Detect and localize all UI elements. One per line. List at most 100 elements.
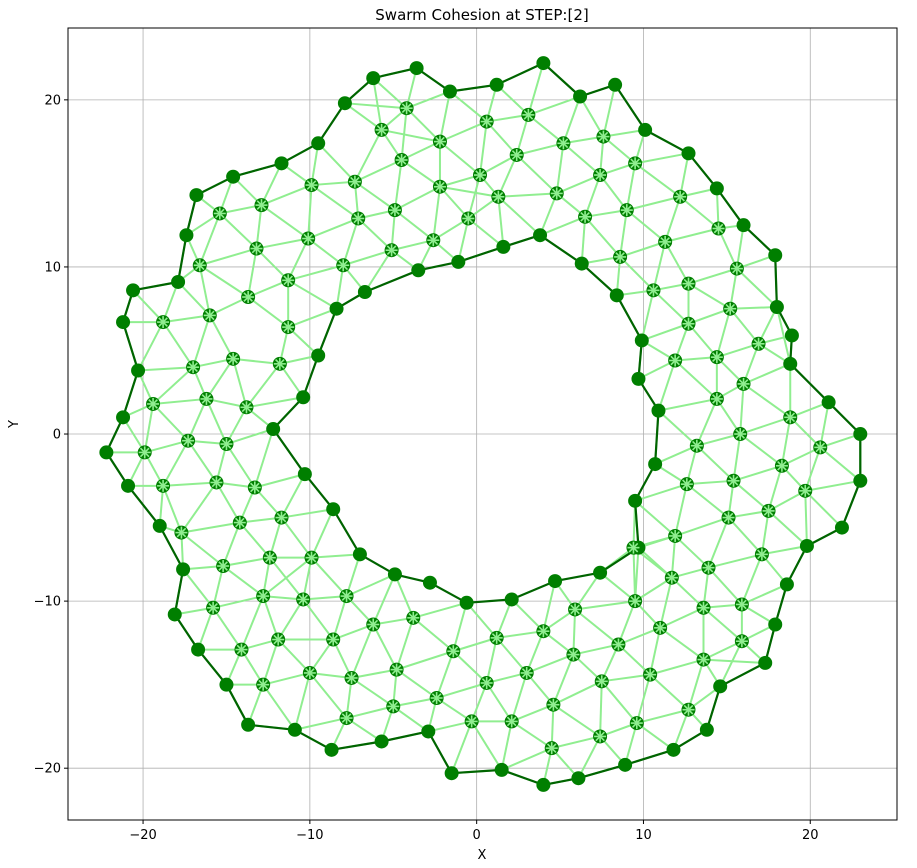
interior-edge	[516, 142, 564, 156]
boundary-agent	[681, 146, 696, 161]
interior-edge	[528, 95, 581, 116]
boundary-agent	[116, 315, 131, 330]
interior-edge	[659, 606, 704, 629]
interior-agent-star	[176, 527, 187, 538]
interior-agent-star	[698, 654, 709, 665]
interior-edge	[453, 636, 497, 653]
interior-agent-star	[338, 260, 349, 271]
interior-edge	[254, 473, 306, 489]
interior-edge	[245, 363, 281, 408]
interior-edge	[406, 90, 451, 110]
interior-edge	[636, 722, 675, 751]
chart-title: Swarm Cohesion at STEP:[2]	[375, 6, 588, 24]
boundary-agent	[571, 771, 586, 786]
interior-edge	[181, 521, 240, 534]
interior-edge	[495, 84, 530, 116]
boundary-agent	[121, 478, 136, 493]
interior-edge	[584, 209, 627, 218]
boundary-agent	[176, 562, 191, 577]
interior-agent-star	[241, 402, 252, 413]
interior-agent-star	[630, 596, 640, 606]
interior-edge	[485, 682, 513, 722]
interior-agent-star	[712, 394, 722, 404]
interior-edge	[439, 140, 481, 176]
interior-agent-star	[251, 243, 262, 254]
interior-agent-star	[683, 278, 694, 289]
interior-agent-star	[753, 338, 764, 349]
interior-edge	[584, 216, 621, 258]
interior-agent-star	[341, 591, 352, 601]
interior-edge	[354, 129, 383, 183]
x-tick-label: −10	[296, 828, 323, 843]
interior-agent-star	[258, 591, 268, 601]
y-tick-label: −10	[34, 595, 61, 610]
interior-edge	[703, 658, 766, 664]
interior-edge	[640, 290, 655, 341]
interior-agent-star	[158, 481, 168, 491]
interior-edge	[394, 185, 441, 212]
boundary-agent	[496, 239, 511, 254]
boundary-agent	[799, 538, 814, 553]
interior-edge	[309, 671, 352, 679]
interior-agent-star	[303, 233, 314, 244]
interior-edge	[649, 673, 690, 711]
interior-edge	[287, 279, 338, 310]
boundary-agent	[834, 520, 849, 535]
interior-agent-star	[491, 633, 502, 643]
interior-agent-star	[763, 506, 774, 516]
interior-edge	[624, 722, 638, 766]
interior-edge	[180, 481, 218, 534]
interior-edge	[716, 398, 742, 435]
boundary-agent	[171, 274, 186, 289]
interior-agent-star	[648, 285, 659, 296]
boundary-agent	[618, 757, 633, 772]
boundary-agent	[609, 288, 624, 303]
interior-agent-star	[228, 354, 238, 364]
interior-agent-star	[615, 252, 625, 262]
interior-agent-star	[738, 379, 749, 389]
interior-edge	[702, 607, 743, 642]
interior-edge	[760, 510, 770, 555]
interior-agent-star	[201, 394, 212, 404]
interior-edge	[192, 315, 211, 368]
boundary-agent	[853, 427, 868, 442]
interior-agent-star	[551, 188, 562, 199]
interior-edge	[209, 296, 249, 317]
interior-edge	[688, 267, 738, 285]
interior-edge	[775, 306, 792, 365]
interior-edge	[719, 640, 743, 687]
interior-edge	[696, 444, 735, 482]
interior-agent-star	[350, 176, 360, 187]
interior-edge	[222, 556, 271, 568]
interior-agent-star	[683, 704, 694, 715]
boundary-agent	[574, 256, 589, 271]
interior-agent-star	[595, 731, 605, 742]
boundary-agent	[411, 263, 426, 278]
interior-edge	[187, 398, 208, 442]
interior-edge	[280, 473, 306, 519]
interior-agent-star	[390, 205, 400, 215]
interior-edge	[309, 672, 348, 719]
interior-edge	[354, 159, 403, 183]
interior-edge	[555, 143, 565, 194]
interior-edge	[671, 576, 705, 609]
interior-edge	[686, 483, 730, 519]
interior-edge	[219, 204, 262, 215]
interior-agent-star	[243, 292, 253, 302]
interior-edge	[742, 343, 760, 385]
interior-edge	[732, 433, 742, 481]
interior-edge	[634, 500, 676, 537]
interior-agent-star	[596, 676, 607, 687]
x-tick-label: 20	[802, 828, 819, 843]
boundary-agent	[311, 348, 326, 363]
interior-agent-star	[777, 460, 787, 471]
interior-edge	[391, 239, 434, 252]
interior-agent-star	[698, 602, 709, 613]
interior-edge	[584, 174, 602, 218]
interior-edge	[539, 193, 558, 236]
interior-agent-star	[431, 693, 442, 703]
interior-edge	[432, 186, 441, 241]
boundary-agent	[699, 722, 714, 737]
interior-agent-star	[548, 699, 559, 710]
interior-agent-star	[391, 664, 402, 675]
